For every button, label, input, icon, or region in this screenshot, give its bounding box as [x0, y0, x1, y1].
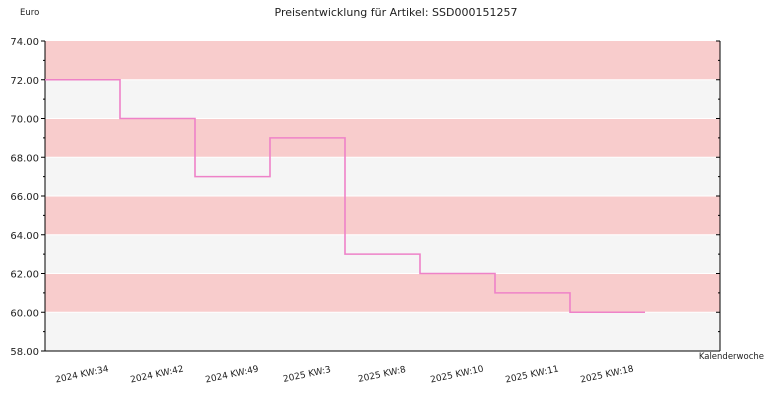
x-tick-label: 2024 KW:34: [55, 364, 110, 385]
x-tick-label: 2024 KW:42: [130, 365, 185, 386]
background-band: [45, 312, 720, 351]
y-tick-label: 72.00: [10, 76, 39, 87]
background-band: [45, 196, 720, 235]
background-band: [45, 118, 720, 158]
background-band: [45, 79, 720, 119]
x-tick-label: 2025 KW:11: [505, 365, 560, 386]
y-tick-label: 64.00: [10, 231, 39, 242]
chart-title: Preisentwicklung für Artikel: SSD0001512…: [275, 6, 518, 19]
y-tick-labels: 58.00 60.00 62.00 64.00 66.00 68.00 70.00 72.00…: [10, 37, 39, 358]
background-band: [45, 157, 720, 196]
y-tick-label: 68.00: [10, 153, 39, 164]
y-tick-label: 66.00: [10, 192, 39, 203]
y-axis-label: Euro: [20, 8, 39, 18]
x-tick-label: 2025 KW:3: [282, 365, 332, 385]
x-tick-label: 2025 KW:18: [580, 364, 635, 385]
y-tick-label: 74.00: [10, 37, 39, 48]
x-tick-label: 2025 KW:8: [357, 365, 407, 385]
y-tick-label: 60.00: [10, 308, 39, 319]
plot-background-bands: [45, 41, 720, 351]
background-band: [45, 273, 720, 313]
series-line: [45, 78, 645, 314]
axes: [41, 40, 721, 352]
y-tick-label: 62.00: [10, 270, 39, 281]
background-band: [45, 41, 720, 80]
x-axis-label: Kalenderwoche: [699, 352, 764, 362]
x-tick-label: 2024 KW:49: [205, 364, 260, 385]
series-group: [45, 78, 645, 314]
x-tick-labels: 2024 KW:34 2024 KW:42 2024 KW:49 2025 KW:3 2…: [55, 364, 635, 385]
x-tick-label: 2025 KW:10: [430, 364, 485, 385]
y-tick-label: 70.00: [10, 115, 39, 126]
y-tick-label: 58.00: [10, 347, 39, 358]
